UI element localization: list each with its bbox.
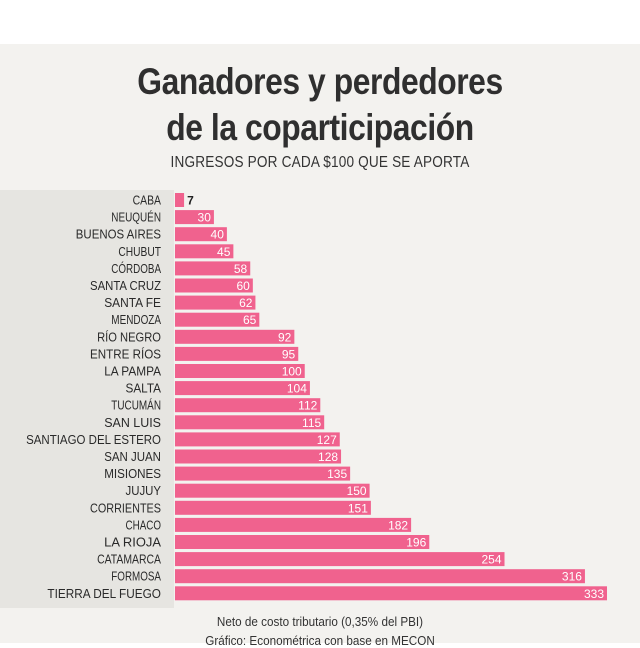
category-label: MISIONES	[104, 467, 161, 481]
category-label: RÍO NEGRO	[97, 329, 161, 344]
bar	[175, 329, 295, 344]
data-label: 135	[327, 467, 347, 481]
category-label: SANTIAGO DEL ESTERO	[26, 433, 161, 447]
data-label: 104	[287, 382, 307, 396]
category-label: JUJUY	[126, 484, 162, 498]
bar	[175, 569, 585, 584]
data-label: 182	[388, 518, 408, 532]
bar	[175, 415, 325, 430]
data-label: 40	[211, 228, 225, 242]
category-label: CHACO	[126, 518, 162, 532]
category-label: SAN LUIS	[104, 416, 161, 430]
data-label: 65	[243, 313, 257, 327]
category-label: CÓRDOBA	[111, 261, 161, 276]
category-label: SANTA CRUZ	[90, 279, 161, 293]
data-label: 58	[234, 262, 248, 276]
category-label: NEUQUÉN	[111, 210, 161, 225]
data-label: 254	[481, 553, 501, 567]
data-label: 62	[239, 296, 253, 310]
data-label: 30	[198, 211, 212, 225]
data-label: 333	[584, 587, 604, 601]
category-label: SANTA FE	[104, 296, 161, 310]
category-label: ENTRE RÍOS	[90, 346, 161, 361]
footnote: Neto de costo tributario (0,35% del PBI)	[216, 614, 424, 629]
bar	[175, 312, 260, 327]
category-label: SALTA	[126, 382, 162, 396]
data-label: 316	[562, 570, 582, 584]
bar	[175, 295, 256, 310]
chart-title-line2: de la coparticipación	[166, 107, 474, 148]
data-label: 7	[187, 194, 194, 208]
category-label: BUENOS AIRES	[76, 228, 161, 242]
bar	[175, 500, 371, 515]
category-label-panel	[0, 190, 174, 608]
bar	[175, 449, 342, 464]
bar	[175, 210, 214, 225]
data-label: 100	[282, 365, 302, 379]
data-label: 112	[298, 399, 317, 413]
bar	[175, 432, 340, 447]
chart-subtitle: INGRESOS POR CADA $100 QUE SE APORTA	[170, 154, 470, 171]
source-credit: Gráfico: Econométrica con base en MECON	[205, 633, 435, 648]
data-label: 92	[278, 330, 292, 344]
bar	[175, 398, 321, 413]
chart-title-line1: Ganadores y perdedores	[137, 61, 503, 102]
bar	[175, 193, 185, 207]
bar	[175, 483, 370, 498]
category-label: CATAMARCA	[97, 553, 161, 567]
data-label: 196	[406, 536, 426, 550]
bar	[175, 552, 505, 567]
data-label: 128	[318, 450, 338, 464]
bar	[175, 535, 430, 549]
data-label: 95	[282, 347, 296, 361]
category-label: LA PAMPA	[104, 365, 161, 379]
category-label: TUCUMÁN	[111, 398, 161, 413]
category-label: CORRIENTES	[90, 501, 161, 515]
category-label: CHUBUT	[118, 245, 161, 259]
data-label: 150	[347, 484, 367, 498]
bar	[175, 227, 227, 242]
bar	[175, 466, 351, 481]
bar	[175, 278, 253, 293]
bar	[175, 381, 310, 396]
category-label: TIERRA DEL FUEGO	[47, 587, 161, 601]
category-label: FORMOSA	[111, 570, 161, 584]
data-label: 127	[317, 433, 337, 447]
category-label: MENDOZA	[111, 313, 161, 327]
data-label: 115	[302, 416, 321, 430]
category-label: CABA	[133, 194, 162, 208]
bar	[175, 244, 234, 259]
bar	[175, 364, 305, 378]
bar	[175, 346, 299, 361]
data-label: 60	[236, 279, 250, 293]
category-label: SAN JUAN	[104, 450, 161, 464]
category-label: LA RIOJA	[104, 536, 161, 550]
data-label: 151	[348, 501, 368, 515]
bar	[175, 586, 607, 601]
data-label: 45	[217, 245, 231, 259]
bar	[175, 517, 412, 532]
bar	[175, 261, 251, 276]
